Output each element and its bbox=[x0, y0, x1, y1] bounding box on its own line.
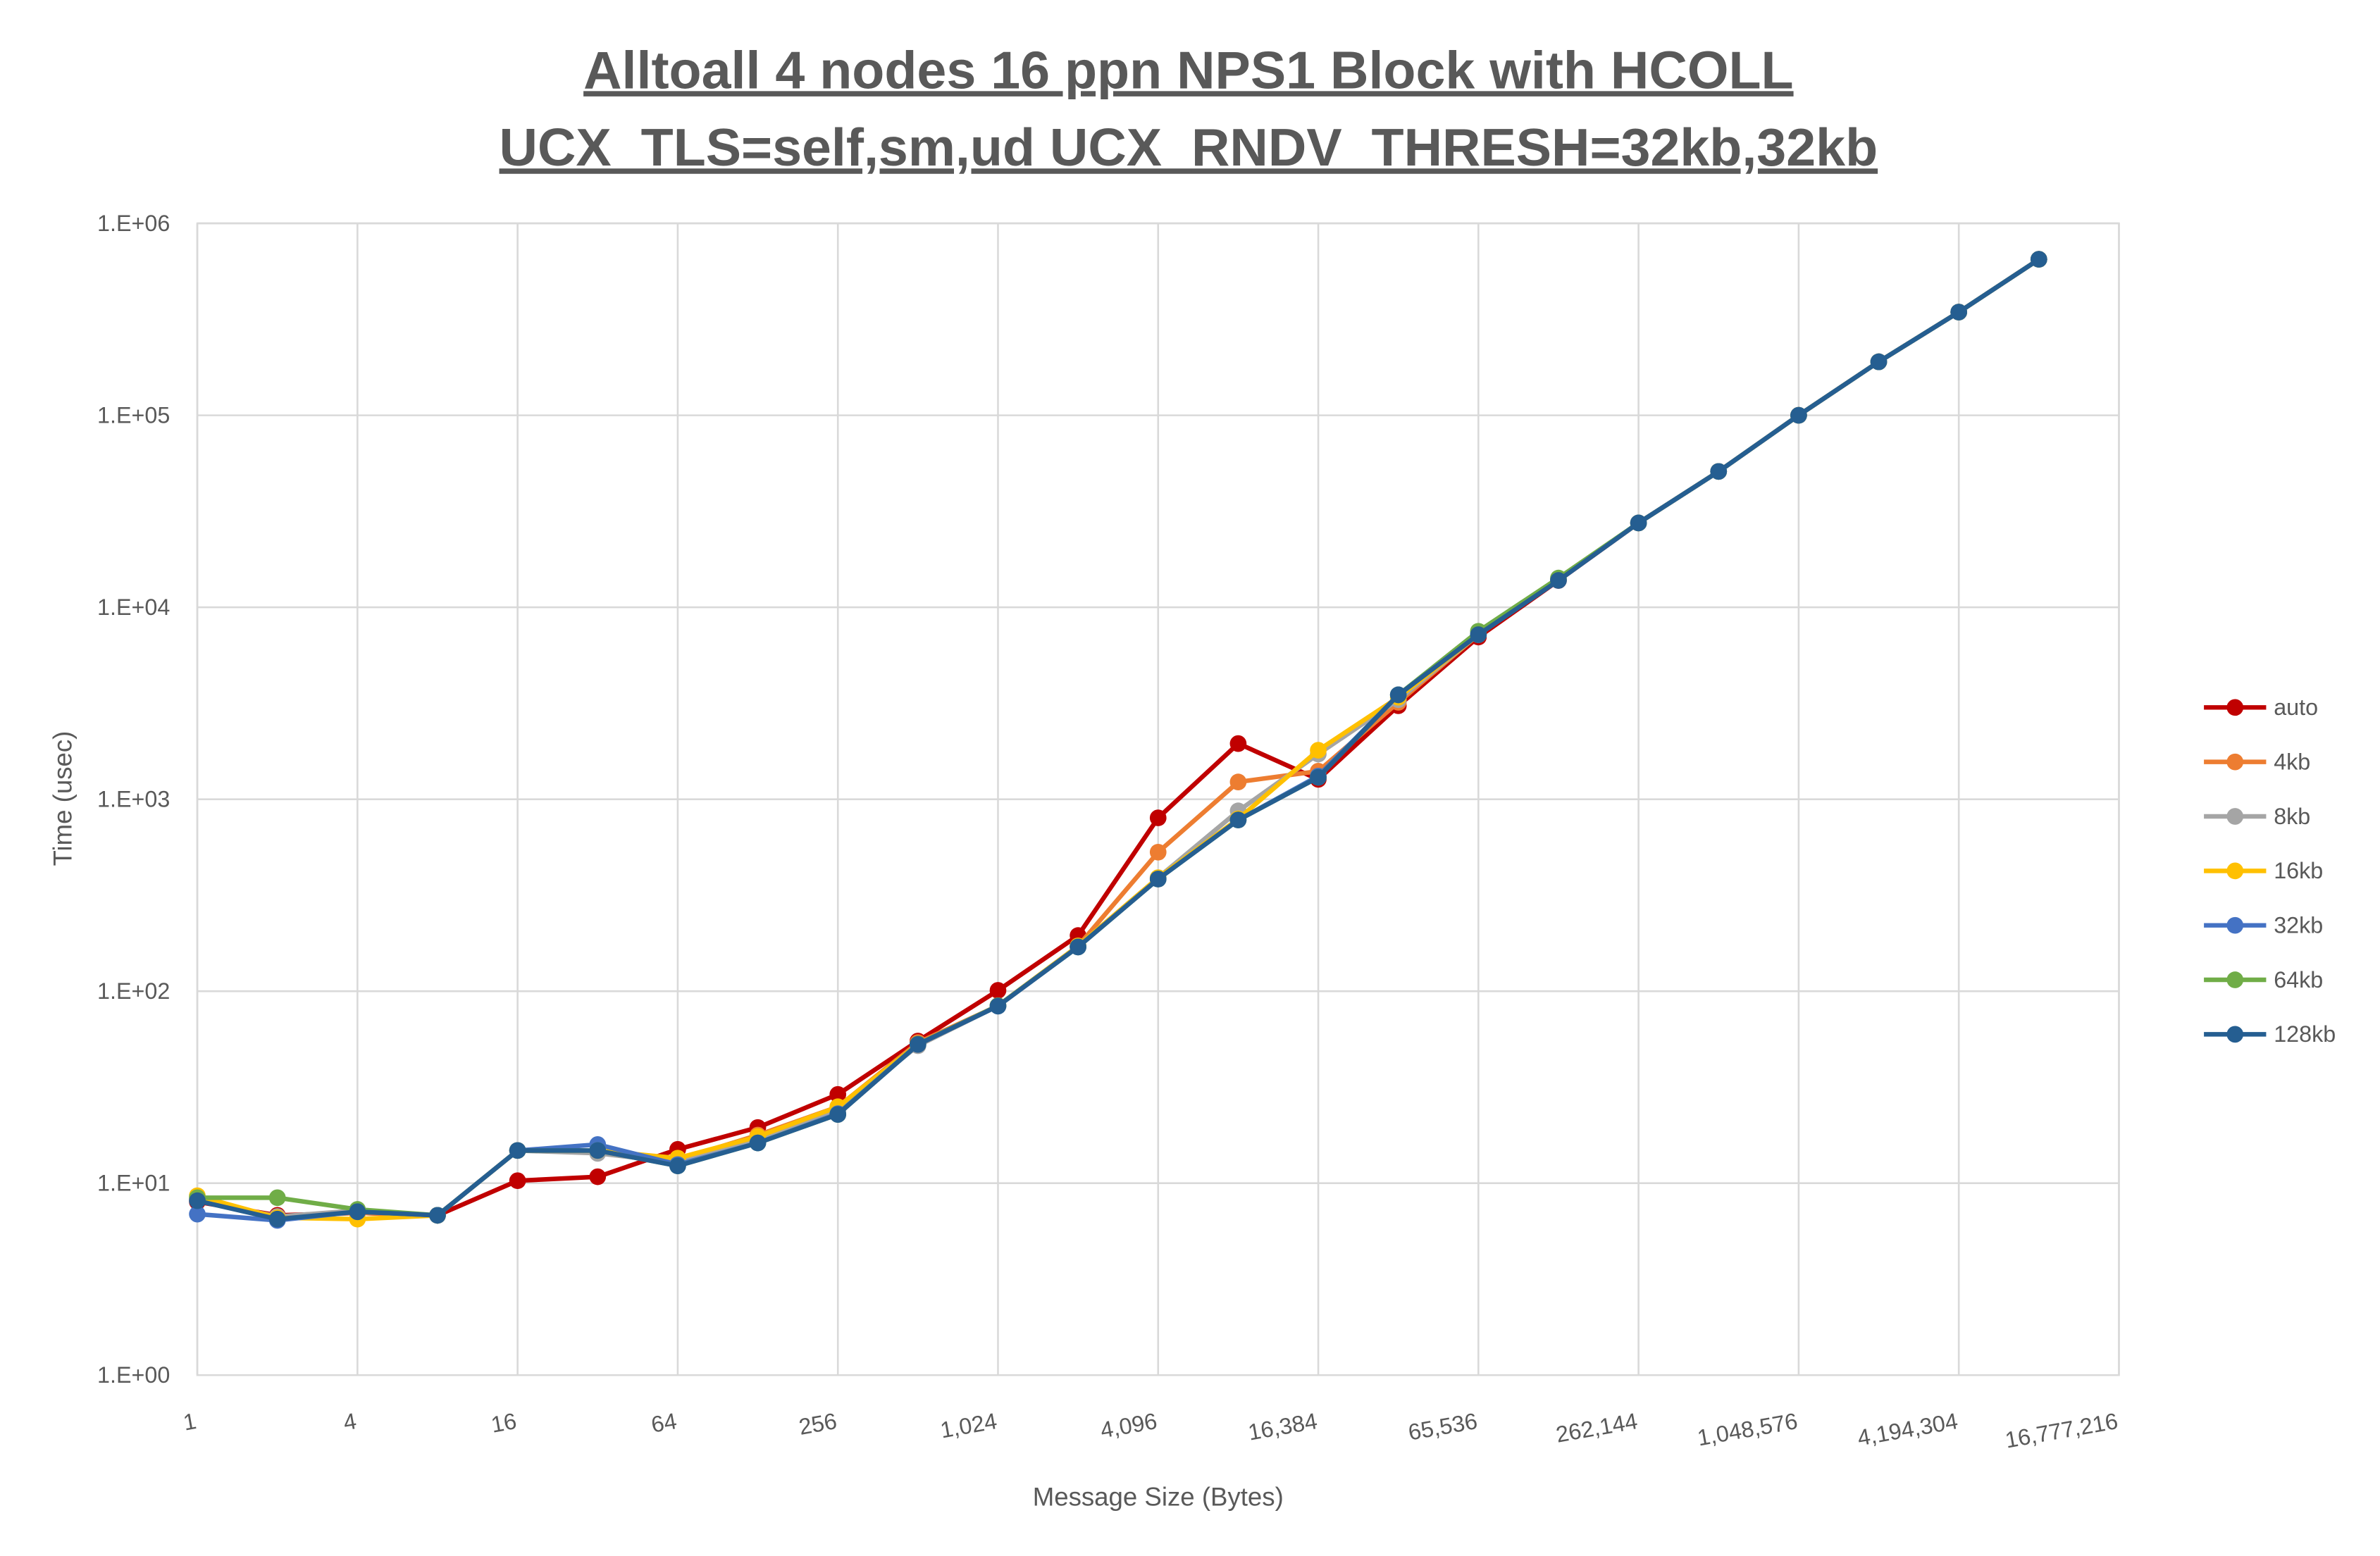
legend-item-auto: auto bbox=[2204, 695, 2318, 720]
data-point-128kb bbox=[909, 1035, 926, 1053]
data-point-auto bbox=[989, 982, 1007, 999]
legend-label: 8kb bbox=[2274, 804, 2310, 829]
legend-swatch-marker bbox=[2226, 1026, 2244, 1043]
data-point-auto bbox=[1229, 735, 1247, 752]
data-point-128kb bbox=[1470, 626, 1487, 643]
y-axis-label: Time (usec) bbox=[48, 731, 77, 866]
x-axis-label: Message Size (Bytes) bbox=[1033, 1483, 1284, 1512]
gridlines bbox=[196, 222, 2120, 1376]
chart-title-line-1: Alltoall 4 nodes 16 ppn NPS1 Block with … bbox=[583, 40, 1793, 99]
y-tick-label: 1.E+06 bbox=[97, 211, 170, 236]
legend-swatch-marker bbox=[2226, 916, 2244, 934]
legend-item-16kb: 16kb bbox=[2204, 858, 2323, 883]
data-point-128kb bbox=[1950, 304, 1968, 320]
data-point-128kb bbox=[1630, 514, 1647, 532]
data-point-128kb bbox=[989, 997, 1007, 1015]
series-128kb bbox=[189, 251, 2047, 1228]
legend-label: 128kb bbox=[2274, 1021, 2336, 1047]
y-axis-ticks: 1.E+00 1.E+01 1.E+02 1.E+03 1.E+04 1.E+05 1.E+… bbox=[97, 211, 170, 1388]
legend-label: 4kb bbox=[2274, 749, 2310, 774]
legend-swatch-marker bbox=[2226, 753, 2244, 771]
legend-swatch-marker bbox=[2226, 699, 2244, 716]
data-point-128kb bbox=[1149, 871, 1167, 888]
data-point-128kb bbox=[829, 1106, 847, 1124]
data-point-auto bbox=[509, 1172, 526, 1190]
data-point-128kb bbox=[669, 1157, 686, 1175]
data-point-auto bbox=[829, 1085, 847, 1103]
y-tick-label: 1.E+01 bbox=[97, 1170, 170, 1195]
data-point-auto bbox=[1149, 809, 1167, 826]
chart-title-line-2: UCX_TLS=self,sm,ud UCX_RNDV_THRESH=32kb,… bbox=[500, 118, 1878, 177]
y-tick-label: 1.E+00 bbox=[97, 1362, 170, 1388]
data-point-32kb bbox=[189, 1205, 206, 1223]
series-line-128kb bbox=[197, 257, 2040, 1221]
y-tick-label: 1.E+03 bbox=[97, 786, 170, 811]
data-point-128kb bbox=[1790, 406, 1807, 424]
data-point-128kb bbox=[1870, 353, 1888, 371]
y-tick-label: 1.E+02 bbox=[97, 978, 170, 1004]
x-tick-label: 16 bbox=[489, 1408, 519, 1438]
legend-item-8kb: 8kb bbox=[2204, 804, 2310, 829]
data-point-128kb bbox=[1710, 463, 1728, 480]
data-point-128kb bbox=[1310, 768, 1327, 786]
data-point-128kb bbox=[1389, 686, 1407, 704]
x-tick-label: 4 bbox=[342, 1408, 359, 1436]
data-point-128kb bbox=[349, 1203, 366, 1221]
data-point-auto bbox=[589, 1168, 607, 1185]
data-point-128kb bbox=[268, 1210, 286, 1228]
data-point-128kb bbox=[1070, 938, 1086, 956]
data-point-4kb bbox=[1229, 773, 1247, 791]
legend: auto 4kb 8kb 16kb 32kb 64kb 128kb bbox=[2204, 695, 2336, 1047]
y-tick-label: 1.E+04 bbox=[97, 595, 170, 620]
legend-label: auto bbox=[2274, 695, 2318, 720]
y-tick-label: 1.E+05 bbox=[97, 402, 170, 428]
legend-item-64kb: 64kb bbox=[2204, 967, 2323, 992]
data-point-64kb bbox=[268, 1189, 286, 1207]
legend-label: 32kb bbox=[2274, 912, 2323, 938]
legend-item-4kb: 4kb bbox=[2204, 749, 2310, 774]
data-point-128kb bbox=[589, 1142, 607, 1159]
legend-label: 64kb bbox=[2274, 967, 2323, 992]
legend-item-128kb: 128kb bbox=[2204, 1021, 2336, 1047]
legend-item-32kb: 32kb bbox=[2204, 912, 2323, 938]
x-tick-label: 64 bbox=[649, 1408, 678, 1438]
data-point-128kb bbox=[1550, 572, 1567, 589]
series-group bbox=[189, 251, 2047, 1229]
data-point-128kb bbox=[749, 1134, 767, 1152]
data-point-128kb bbox=[429, 1207, 446, 1224]
data-point-16kb bbox=[1310, 742, 1327, 759]
data-point-128kb bbox=[2030, 251, 2047, 268]
legend-swatch-marker bbox=[2226, 862, 2244, 880]
data-point-128kb bbox=[1229, 811, 1247, 828]
x-tick-label: 1 bbox=[181, 1408, 198, 1436]
legend-swatch-marker bbox=[2226, 808, 2244, 825]
legend-label: 16kb bbox=[2274, 858, 2323, 883]
data-point-128kb bbox=[509, 1142, 526, 1159]
data-point-4kb bbox=[1149, 843, 1167, 861]
plot-area-border bbox=[196, 222, 2120, 1376]
data-point-128kb bbox=[189, 1192, 206, 1209]
legend-swatch-marker bbox=[2226, 971, 2244, 988]
